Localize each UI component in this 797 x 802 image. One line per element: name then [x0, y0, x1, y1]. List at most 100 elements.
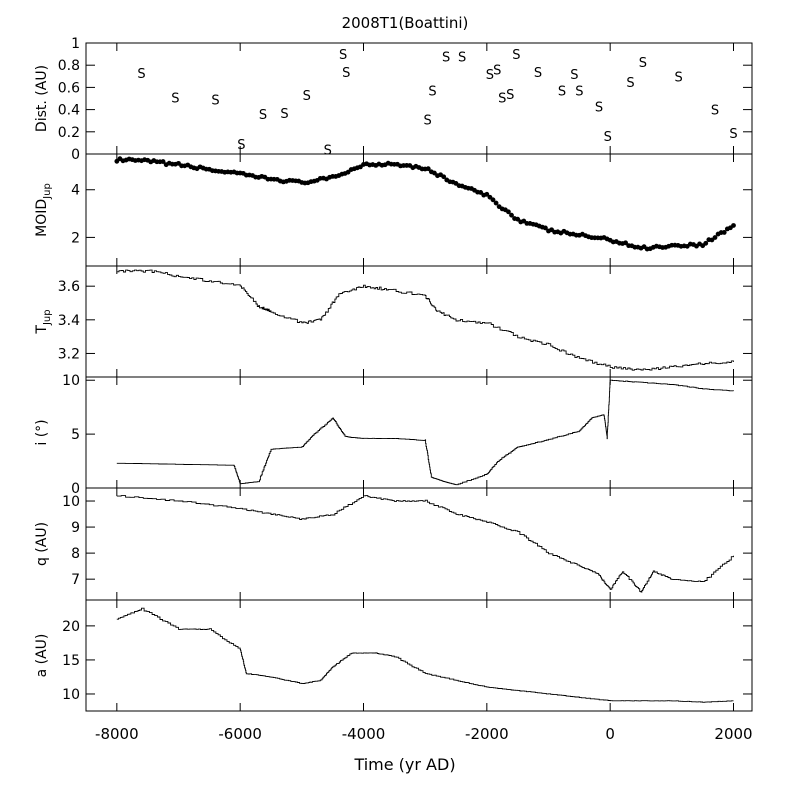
close-approach-marker: S [342, 66, 350, 81]
close-approach-marker: S [595, 100, 603, 115]
y-axis-label-tjup: TJup [34, 309, 53, 334]
y-axis-label-dist: Dist. (AU) [34, 65, 50, 132]
moid-point [543, 225, 548, 231]
y-tick-label-tjup: 3.2 [58, 346, 80, 362]
y-tick-label-dist: 0.4 [58, 103, 80, 119]
y-tick-label-incl: 0 [71, 481, 80, 497]
y-tick-label-a: 15 [62, 653, 80, 669]
moid-point [515, 216, 521, 222]
panel-q: 7 8 9 10 q (AU) [34, 487, 753, 601]
moid-point [478, 190, 484, 195]
close-approach-marker: S [570, 68, 578, 83]
y-tick-label-dist: 0.6 [58, 80, 80, 96]
panel-incl: 0 5 10 i (°) [34, 373, 753, 497]
chart-title: 2008T1(Boattini) [342, 14, 469, 32]
x-tick-label: -8000 [95, 725, 139, 743]
close-approach-marker: S [303, 89, 311, 104]
close-approach-marker: S [674, 70, 682, 85]
y-axis-label-moid: MOIDJup [34, 183, 53, 237]
y-tick-label-q: 10 [62, 494, 80, 510]
y-axis-label-text-dist: Dist. (AU) [34, 65, 50, 132]
y-axis-label-subscript-tjup: Jup [42, 309, 53, 326]
close-approach-marker: S [512, 48, 520, 63]
close-approach-marker: S [137, 67, 145, 82]
y-axis-label-a: a (AU) [34, 634, 50, 678]
moid-point [484, 191, 490, 197]
moid-point [721, 230, 727, 235]
moid-point [731, 223, 736, 228]
series-line-a [116, 607, 734, 703]
moid-point [490, 197, 496, 203]
close-approach-marker: S [424, 114, 432, 129]
x-tick-label: -6000 [218, 725, 262, 743]
series-line-incl [116, 379, 734, 486]
y-axis-label-text-q: q (AU) [34, 522, 50, 566]
y-axis-label-text-tjup: T [34, 325, 50, 335]
x-tick-label: -2000 [465, 725, 509, 743]
close-approach-marker: S [534, 66, 542, 81]
panel-a: 10 15 20 a (AU) [34, 599, 753, 712]
close-approach-marker: S [458, 50, 466, 65]
close-approach-marker: S [442, 50, 450, 65]
panel-frame-a [85, 599, 753, 712]
x-tick-label: 0 [605, 725, 615, 743]
close-approach-marker: S [171, 91, 179, 106]
close-approach-marker: S [339, 48, 347, 63]
close-approach-marker: S [211, 94, 219, 109]
panel-moid: 2 4 MOIDJup [34, 153, 753, 267]
moid-point [712, 235, 718, 240]
close-approach-marker: S [259, 108, 267, 123]
close-approach-marker: S [626, 76, 634, 91]
y-tick-label-moid: 4 [71, 183, 80, 199]
y-tick-label-q: 9 [71, 520, 80, 536]
moid-point [703, 240, 709, 246]
close-approach-marker: S [498, 91, 506, 106]
y-axis-label-subscript-moid: Jup [42, 183, 53, 200]
y-tick-label-incl: 5 [71, 427, 80, 443]
moid-point [160, 159, 166, 164]
panel-frame-dist [85, 42, 753, 155]
y-axis-label-text-incl: i (°) [34, 419, 50, 445]
panel-frame-tjup [85, 265, 753, 378]
close-approach-marker: S [604, 130, 612, 145]
close-approach-marker: S [575, 85, 583, 100]
y-tick-label-tjup: 3.6 [58, 279, 80, 295]
y-axis-label-text-a: a (AU) [34, 634, 50, 678]
moid-point [441, 174, 447, 180]
moid-point [506, 209, 511, 215]
series-line-tjup [116, 269, 734, 371]
panel-frame-q [85, 487, 753, 601]
series-line-q [116, 495, 734, 593]
y-tick-label-moid: 2 [71, 230, 80, 246]
x-tick-label: -4000 [342, 725, 386, 743]
close-approach-marker: S [639, 56, 647, 71]
x-axis: -8000 -6000 -4000 -2000 0 2000 [95, 725, 753, 743]
y-tick-label-a: 20 [62, 619, 80, 635]
moid-point [623, 240, 628, 246]
close-approach-marker: S [711, 104, 719, 119]
y-axis-label-q: q (AU) [34, 522, 50, 566]
close-approach-marker: S [280, 107, 288, 122]
close-approach-marker: S [428, 85, 436, 100]
close-approach-marker: S [237, 138, 245, 153]
y-tick-label-tjup: 3.4 [58, 313, 80, 329]
y-tick-label-incl: 10 [62, 373, 80, 389]
x-axis-label: Time (yr AD) [353, 755, 455, 774]
close-approach-marker: S [558, 85, 566, 100]
y-axis-label-incl: i (°) [34, 419, 50, 445]
close-approach-marker: S [729, 127, 737, 142]
y-tick-label-a: 10 [62, 687, 80, 703]
close-approach-marker: S [324, 144, 332, 159]
close-approach-marker: S [493, 64, 501, 79]
y-tick-label-dist: 0.2 [58, 125, 80, 141]
panel-frame-incl [85, 376, 753, 489]
close-approach-marker: S [506, 88, 514, 103]
moid-point [425, 166, 431, 172]
moid-point [493, 200, 499, 206]
panel-tjup: 3.2 3.4 3.6 TJup [34, 265, 753, 378]
moid-point [509, 212, 514, 218]
y-tick-label-q: 7 [71, 572, 80, 588]
